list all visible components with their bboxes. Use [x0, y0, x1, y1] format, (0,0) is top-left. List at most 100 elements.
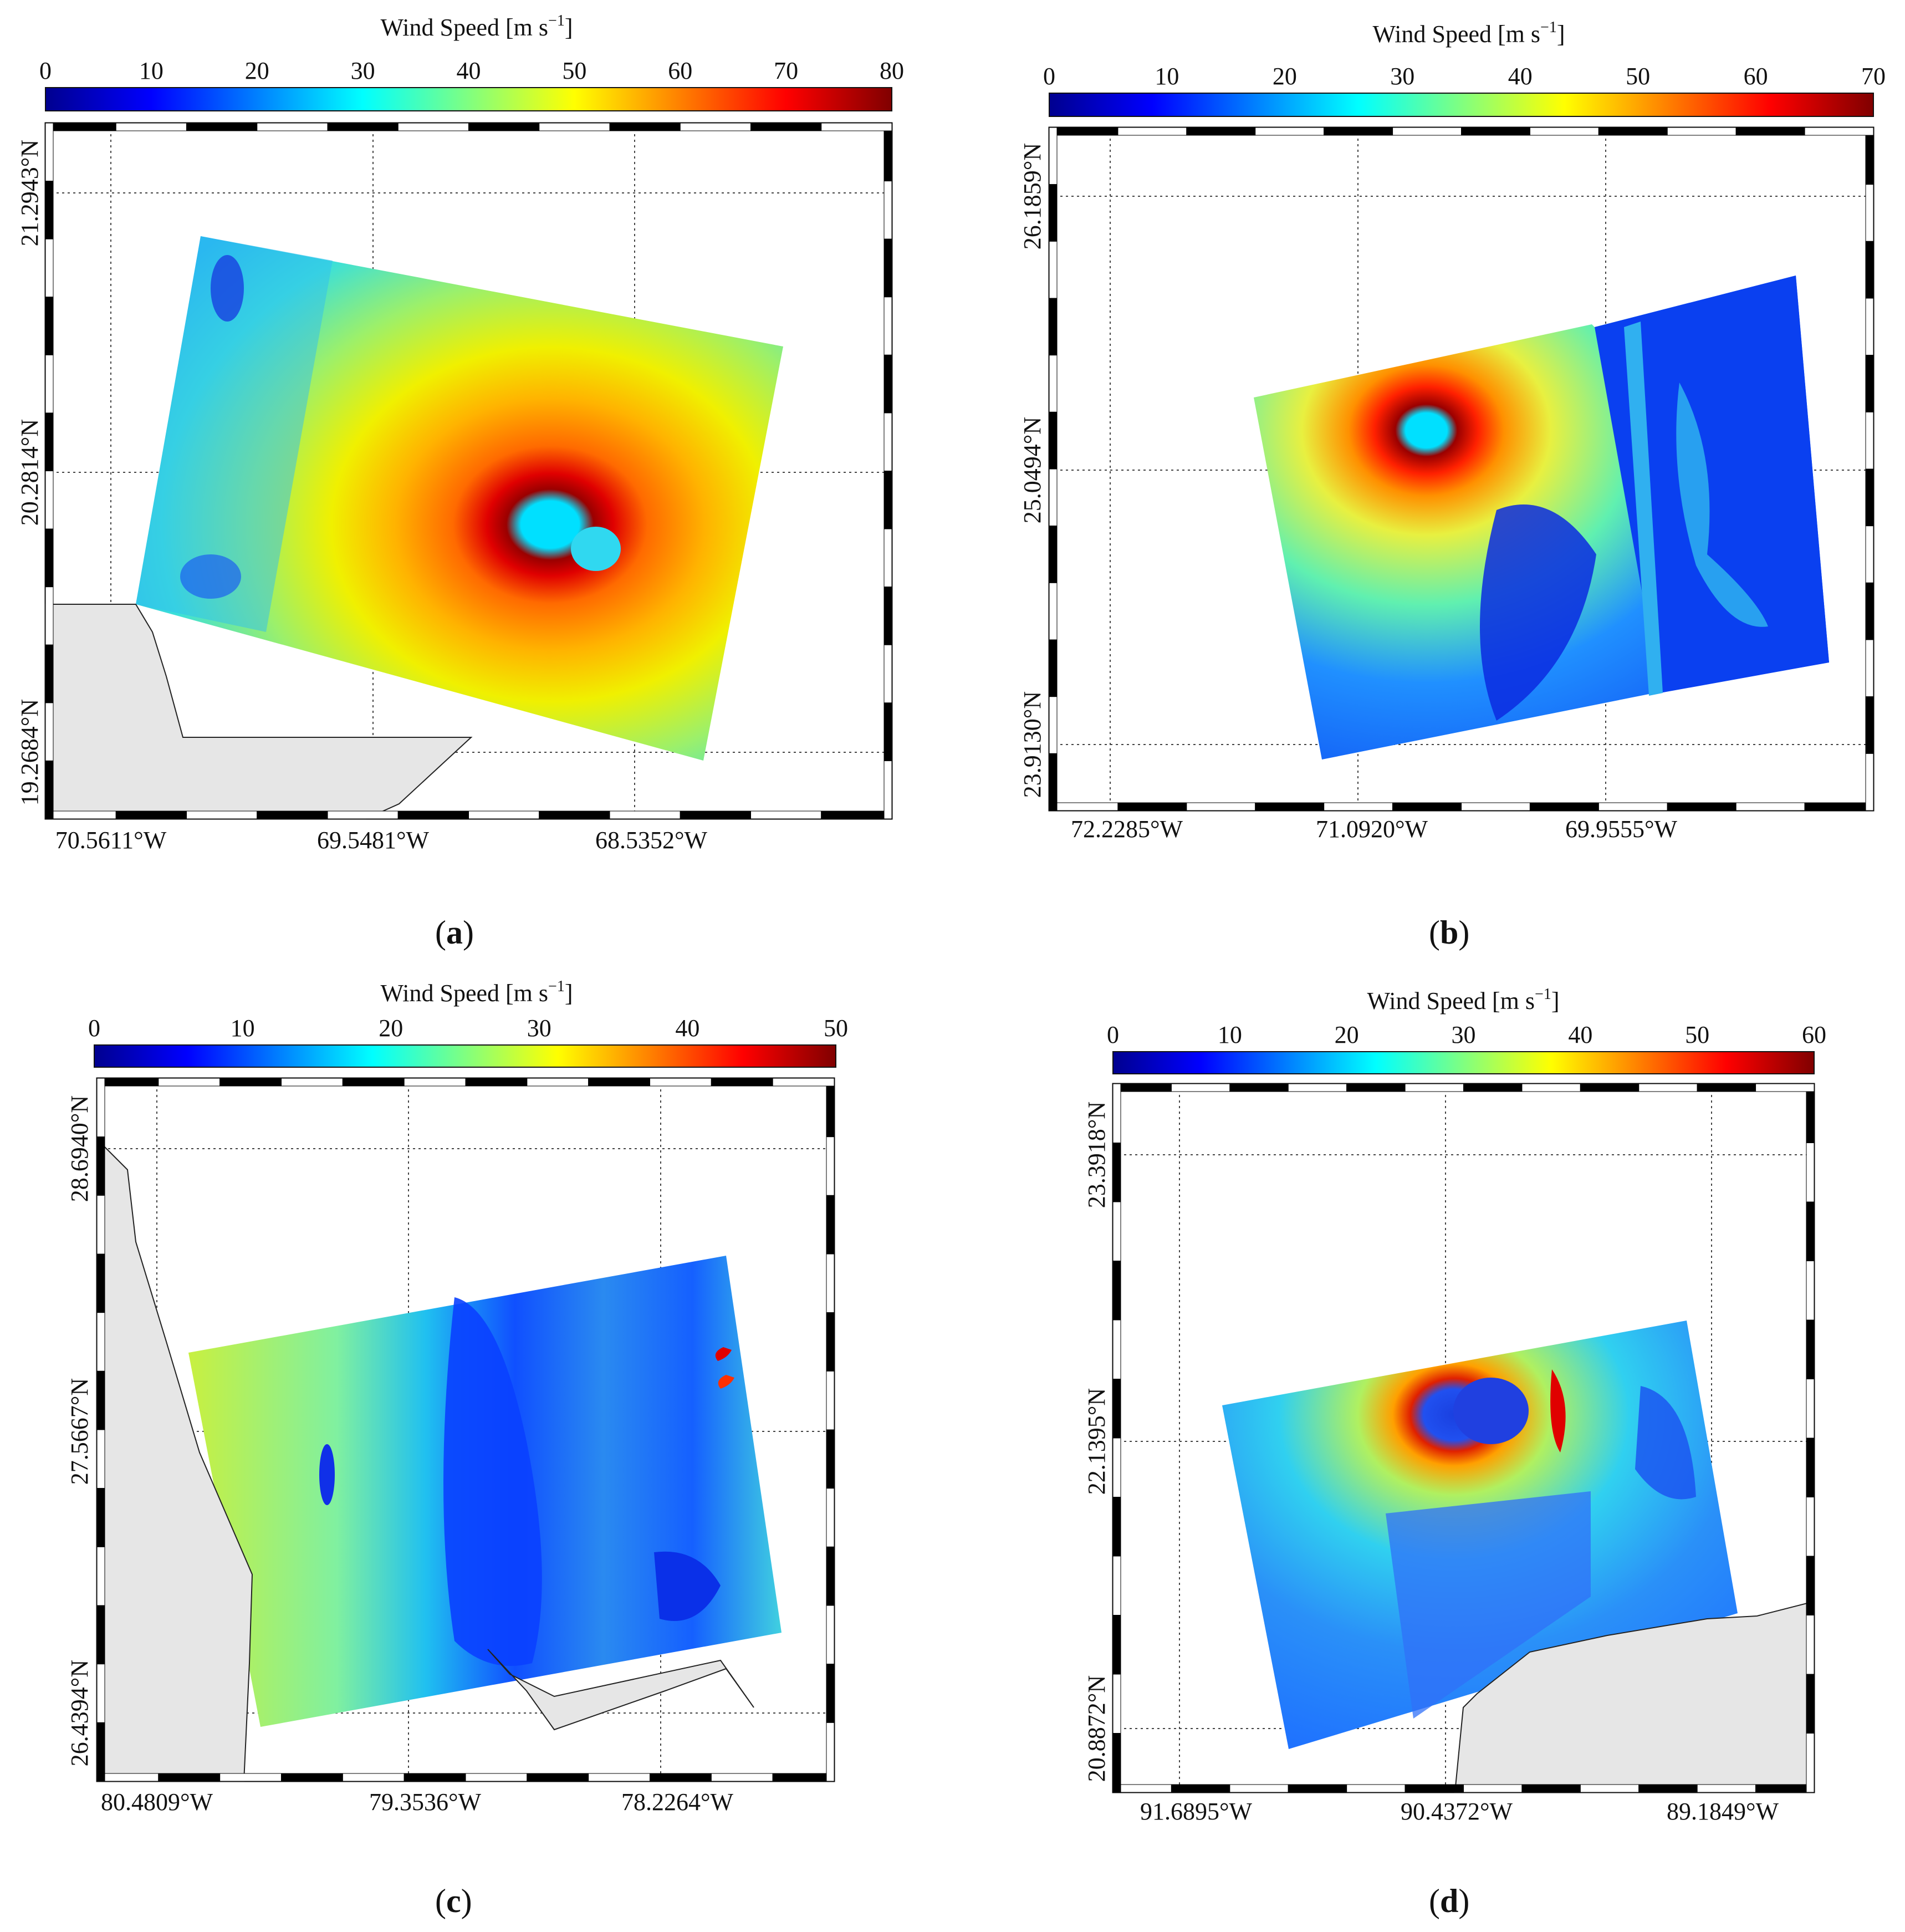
frame-segment — [96, 1370, 105, 1430]
frame-segment — [1049, 802, 1119, 811]
frame-segment — [281, 1078, 343, 1087]
frame-segment — [883, 412, 892, 472]
panel-b: Wind Speed [m s−1] 0 10 20 30 40 50 60 70 72.22… — [1019, 19, 1886, 843]
frame-segment — [1638, 1784, 1698, 1793]
frame-segment — [96, 1605, 105, 1665]
frame-segment — [1865, 468, 1874, 527]
frame-segment — [1697, 1784, 1756, 1793]
colorbar-c — [94, 1044, 836, 1068]
frame-segment — [1865, 696, 1874, 754]
frame-segment — [1806, 1201, 1815, 1261]
frame-segment — [1697, 1083, 1756, 1092]
frame-segment — [96, 1488, 105, 1547]
frame-segment — [115, 810, 187, 819]
frame-segment — [826, 1605, 835, 1665]
lat-label-b-2: 25.0494°N — [1019, 417, 1046, 523]
frame-checker-d — [1112, 1083, 1815, 1793]
frame-segment — [465, 1078, 528, 1087]
frame-segment — [1112, 1556, 1121, 1615]
frame-segment — [1171, 1784, 1230, 1793]
frame-segment — [45, 354, 54, 414]
colorbar-ticks-b: 0 10 20 30 40 50 60 70 — [1043, 63, 1886, 90]
colorbar-tick-c-0: 0 — [88, 1015, 100, 1042]
frame-segment — [1529, 127, 1599, 136]
frame-segment — [1049, 468, 1058, 527]
frame-segment — [539, 123, 610, 131]
colorbar-ticks-d: 0 10 20 30 40 50 60 — [1107, 1021, 1826, 1048]
frame-segment — [1112, 1674, 1121, 1734]
frame-segment — [883, 181, 892, 239]
colorbar-tick-d-5: 50 — [1685, 1021, 1709, 1048]
frame-segment — [1806, 1615, 1815, 1675]
frame-segment — [1598, 802, 1668, 811]
frame-segment — [750, 123, 822, 131]
panel-label-b: (b) — [1429, 914, 1470, 951]
lon-label-b-1: 72.2285°W — [1071, 815, 1183, 843]
colorbar-tick-a-6: 60 — [668, 57, 692, 84]
panel-label-d: (d) — [1429, 1883, 1470, 1919]
colorbar-tick-a-4: 40 — [457, 57, 481, 84]
frame-segment — [711, 1078, 773, 1087]
colorbar-tick-c-2: 20 — [379, 1015, 403, 1042]
lon-label-b-3: 69.9555°W — [1565, 815, 1678, 843]
frame-segment — [1112, 1083, 1172, 1092]
lon-label-a-1: 70.5611°W — [55, 827, 167, 854]
frame-segment — [96, 1429, 105, 1489]
frame-segment — [527, 1078, 589, 1087]
frame-segment — [186, 123, 258, 131]
frame-segment — [1755, 1784, 1815, 1793]
colorbar-b — [1049, 93, 1874, 117]
colorbar-tick-b-3: 30 — [1390, 63, 1414, 90]
frame-segment — [1049, 241, 1058, 299]
frame-segment — [1806, 1556, 1815, 1615]
frame-segment — [96, 1078, 105, 1138]
frame-segment — [1255, 802, 1325, 811]
frame-segment — [650, 1773, 712, 1782]
frame-segment — [883, 587, 892, 645]
frame-segment — [1865, 127, 1874, 185]
frame-segment — [1865, 582, 1874, 640]
colorbar-ticks-a: 0 10 20 30 40 50 60 70 80 — [39, 57, 904, 84]
frame-segment — [45, 297, 54, 355]
frame-segment — [527, 1773, 589, 1782]
frame-segment — [1112, 1733, 1121, 1793]
frame-segment — [1667, 127, 1737, 136]
frame-segment — [1288, 1784, 1347, 1793]
frame-segment — [826, 1664, 835, 1723]
frame-segment — [1806, 1261, 1815, 1321]
frame-segment — [158, 1773, 221, 1782]
frame-segment — [1865, 298, 1874, 356]
colorbar-tick-a-5: 50 — [562, 57, 586, 84]
frame-segment — [1346, 1784, 1406, 1793]
colorbar-title-c: Wind Speed [m s−1] — [381, 978, 573, 1007]
frame-segment — [821, 810, 892, 819]
lat-label-b-1: 26.1859°N — [1019, 143, 1046, 249]
frame-checker-c — [96, 1078, 835, 1782]
lon-label-c-1: 80.4809°W — [101, 1788, 213, 1816]
lon-label-c-3: 78.2264°W — [621, 1788, 734, 1816]
frame-segment — [1521, 1083, 1581, 1092]
frame-segment — [1463, 1083, 1523, 1092]
frame-segment — [96, 1312, 105, 1372]
colorbar-a — [45, 87, 892, 111]
frame-segment — [45, 528, 54, 588]
frame-segment — [883, 471, 892, 529]
frame-segment — [1112, 1201, 1121, 1261]
frame-segment — [1117, 802, 1187, 811]
lat-label-a-3: 19.2684°N — [16, 699, 43, 806]
lat-label-c-2: 27.5667°N — [66, 1378, 93, 1485]
frame-segment — [1186, 127, 1256, 136]
frame-segment — [327, 123, 399, 131]
frame-segment — [1461, 127, 1530, 136]
frame-segment — [1461, 802, 1530, 811]
frame-segment — [45, 238, 54, 298]
frame-segment — [1804, 802, 1874, 811]
frame-segment — [1865, 355, 1874, 412]
frame-segment — [281, 1773, 343, 1782]
frame-segment — [96, 1722, 105, 1782]
frame-segment — [404, 1078, 466, 1087]
frame-segment — [96, 1195, 105, 1255]
frame-segment — [1598, 127, 1668, 136]
frame-segment — [45, 587, 54, 645]
